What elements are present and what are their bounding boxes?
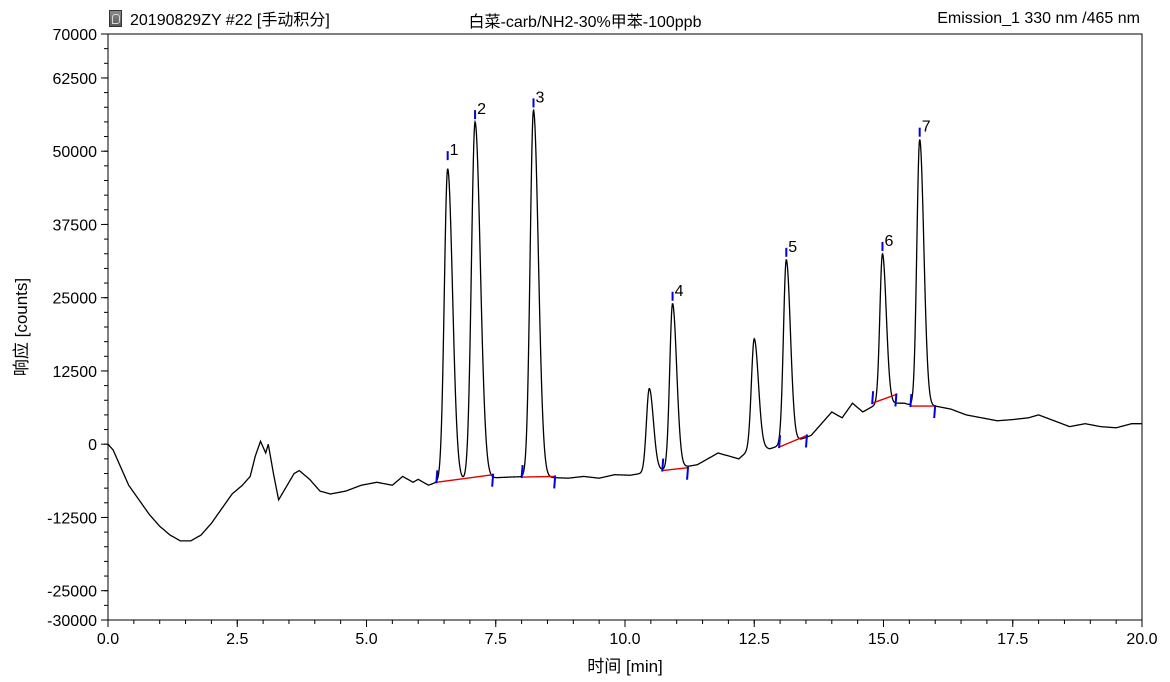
baseline-end-marker (686, 466, 690, 480)
x-axis-label: 时间 [min] (587, 657, 663, 676)
peak-label: 3 (535, 89, 544, 106)
baseline-start-marker (909, 394, 913, 408)
x-tick-label: 10.0 (609, 631, 640, 648)
y-tick-label: 0 (88, 437, 97, 454)
header-left: 20190829ZY #22 [手动积分] (109, 6, 330, 30)
baseline-start-marker (778, 435, 782, 449)
integration-baseline (436, 473, 494, 483)
y-tick-label: -25000 (47, 584, 97, 601)
peak-label: 6 (884, 233, 893, 250)
integration-baseline (521, 475, 556, 478)
y-axis-label: 响应 [counts] (12, 278, 31, 376)
y-tick-label: 25000 (53, 291, 98, 308)
x-tick-label: 0.0 (97, 631, 119, 648)
baseline-start-marker (661, 458, 665, 472)
peak-label: 1 (450, 142, 459, 159)
chart-title: 白菜-carb/NH2-30%甲苯-100ppb (468, 14, 702, 31)
baseline-end-marker (491, 473, 495, 487)
peak-label: 2 (477, 101, 486, 118)
y-tick-label: 62500 (53, 71, 98, 88)
x-tick-label: 5.0 (355, 631, 377, 648)
x-tick-label: 12.5 (739, 631, 770, 648)
signal-trace (107, 108, 1142, 542)
baseline-start-marker (520, 464, 524, 479)
baseline-end-marker (894, 393, 898, 407)
detector-label: Emission_1 330 nm /465 nm (937, 10, 1140, 27)
sample-name: 20190829ZY #22 [手动积分] (130, 12, 330, 29)
x-tick-label: 7.5 (485, 631, 507, 648)
baseline-start-marker (871, 391, 875, 405)
integration-baseline (778, 434, 808, 448)
y-tick-label: -30000 (47, 613, 97, 630)
y-tick-label: 37500 (53, 217, 98, 234)
peak-label: 4 (675, 283, 684, 300)
y-tick-label: -12500 (47, 510, 97, 527)
x-tick-label: 2.5 (226, 631, 248, 648)
x-tick-label: 15.0 (868, 631, 899, 648)
peak-label: 5 (788, 239, 797, 256)
baseline-end-marker (553, 475, 557, 489)
y-tick-label: 70000 (53, 27, 98, 44)
y-tick-label: 12500 (53, 364, 98, 381)
x-tick-label: 20.0 (1126, 631, 1157, 648)
baseline-end-marker (933, 405, 937, 419)
plot-frame (107, 33, 1143, 621)
document-icon (109, 9, 122, 27)
integration-baseline (662, 466, 689, 472)
integration-baseline (871, 393, 897, 404)
baseline-end-marker (804, 434, 808, 448)
peak-label: 7 (922, 119, 931, 136)
x-tick-label: 17.5 (997, 631, 1028, 648)
baseline-start-marker (435, 470, 439, 484)
y-tick-label: 50000 (53, 144, 98, 161)
